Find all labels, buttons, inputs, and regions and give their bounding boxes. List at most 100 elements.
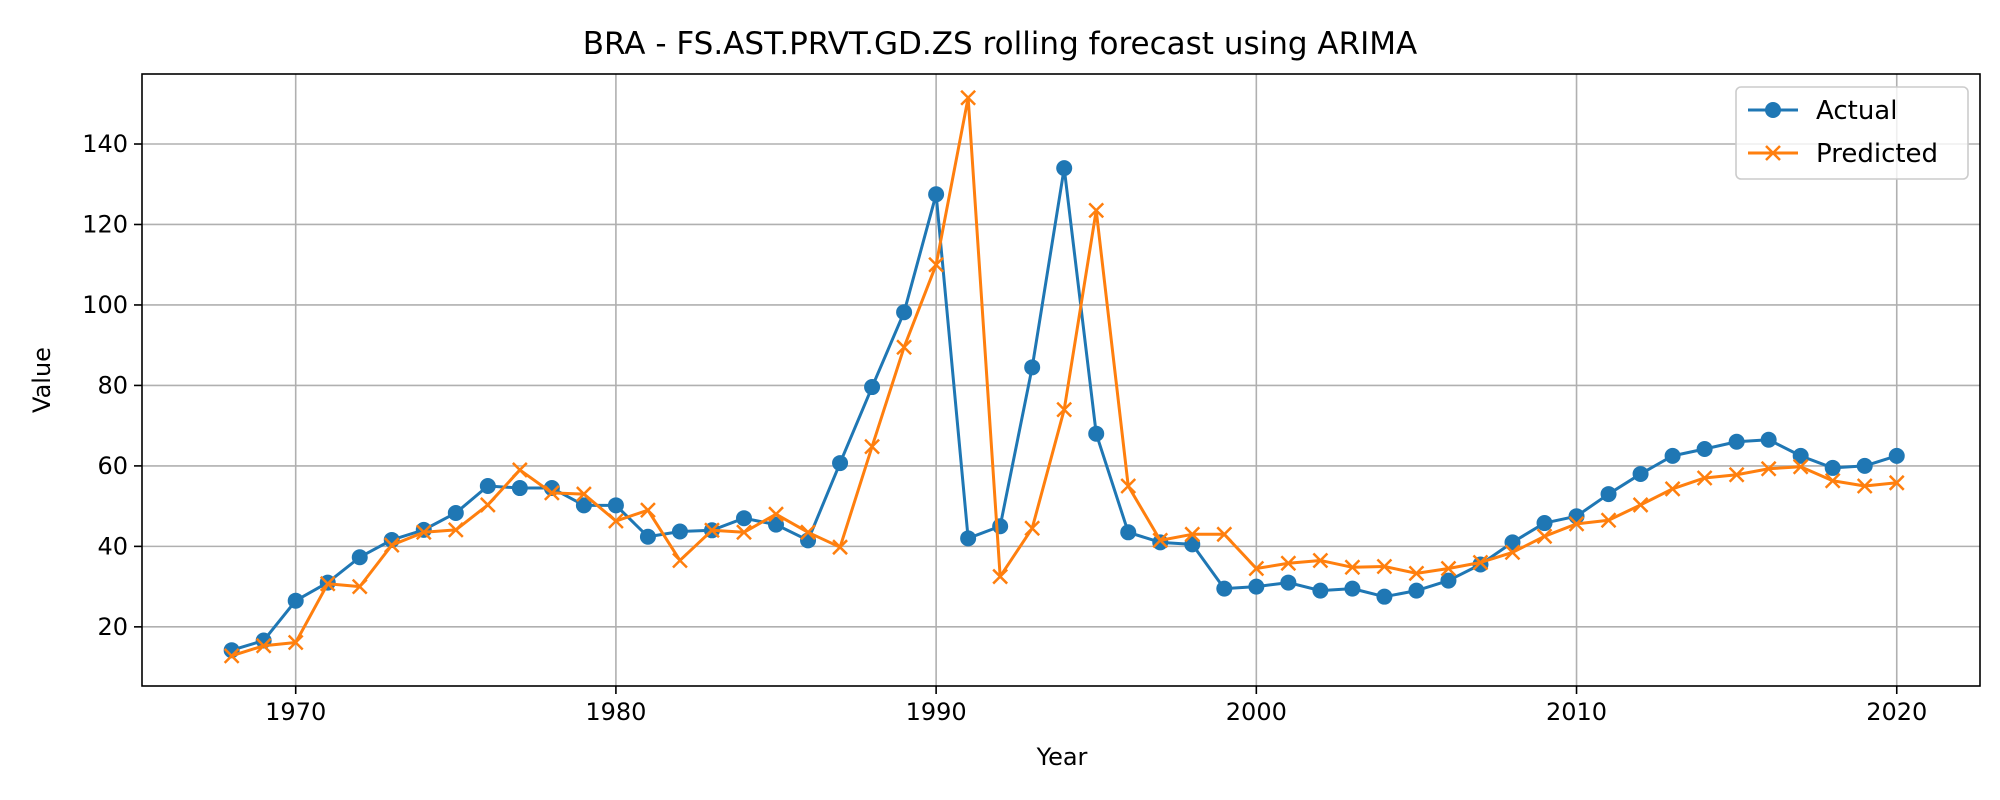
data-point <box>1600 486 1617 503</box>
data-point <box>1312 552 1329 569</box>
data-point <box>351 549 368 566</box>
data-point <box>447 504 464 521</box>
data-point <box>672 552 688 569</box>
data-point <box>1248 578 1265 595</box>
data-point <box>607 497 624 514</box>
y-tick-label: 140 <box>82 130 128 158</box>
data-point <box>1312 582 1329 599</box>
data-point <box>1632 465 1649 482</box>
data-point <box>1536 528 1553 545</box>
series-predicted <box>223 89 1905 664</box>
series-actual <box>223 160 1905 659</box>
data-point <box>768 516 785 533</box>
data-point <box>1696 470 1713 486</box>
data-point <box>479 497 496 513</box>
x-axis-label: Year <box>1036 743 1088 771</box>
y-tick-label: 60 <box>97 452 128 480</box>
data-point <box>735 510 752 527</box>
data-point <box>1184 536 1201 553</box>
y-tick-label: 40 <box>97 532 128 560</box>
data-point <box>1408 582 1425 599</box>
data-point <box>1024 359 1041 376</box>
legend: Actual Predicted <box>1735 86 1969 180</box>
data-point <box>1120 478 1137 494</box>
data-point <box>1152 534 1169 551</box>
data-point <box>543 484 560 501</box>
data-point <box>255 637 272 654</box>
data-point <box>1440 560 1457 577</box>
data-point <box>576 486 592 502</box>
data-point <box>1216 580 1233 597</box>
y-axis-label: Value <box>28 347 56 413</box>
data-point <box>1760 460 1777 477</box>
data-point <box>415 524 432 541</box>
data-point <box>1824 459 1841 476</box>
data-point <box>864 438 880 455</box>
data-point <box>1376 588 1393 605</box>
data-point <box>575 497 592 514</box>
data-point <box>1184 526 1201 543</box>
y-tick-label: 20 <box>97 613 128 641</box>
data-point <box>1408 565 1425 582</box>
data-point <box>1504 534 1521 551</box>
data-point <box>1120 524 1137 541</box>
data-point <box>1856 478 1873 494</box>
plot-frame <box>141 73 1981 687</box>
data-point <box>992 568 1009 585</box>
series-line <box>231 96 1897 658</box>
data-point <box>1824 472 1841 489</box>
data-point <box>608 513 624 529</box>
legend-label: Predicted <box>1816 139 1938 169</box>
data-point <box>704 522 720 539</box>
data-point <box>1088 425 1105 442</box>
data-point <box>479 478 496 495</box>
data-point <box>1280 555 1297 572</box>
data-point <box>1600 512 1617 529</box>
y-axis: 20 40 60 80 100 120 140 <box>82 130 142 641</box>
data-point <box>223 647 240 664</box>
legend-marker <box>1765 102 1781 118</box>
data-point <box>1024 520 1041 537</box>
x-tick-label: 1990 <box>906 698 967 726</box>
data-point <box>960 89 977 106</box>
data-point <box>864 379 881 396</box>
data-point <box>1728 466 1745 483</box>
data-point <box>960 530 977 547</box>
data-point <box>1248 560 1265 577</box>
data-point <box>1376 558 1393 575</box>
data-point <box>1632 497 1649 513</box>
data-point <box>896 339 912 356</box>
x-tick-label: 2020 <box>1866 698 1927 726</box>
y-tick-label: 100 <box>82 291 128 319</box>
data-point <box>671 523 688 540</box>
data-point <box>383 537 400 554</box>
data-point <box>1536 515 1553 532</box>
chart-title: BRA - FS.AST.PRVT.GD.ZS rolling forecast… <box>583 26 1418 62</box>
data-point <box>800 524 816 541</box>
data-point <box>1056 160 1073 177</box>
data-point <box>511 480 528 497</box>
y-tick-label: 120 <box>82 210 128 238</box>
data-point <box>511 462 528 478</box>
data-point <box>832 539 848 556</box>
data-point <box>1664 447 1681 464</box>
legend-item-actual: Actual <box>1748 96 1897 126</box>
data-point <box>1504 544 1521 561</box>
data-point <box>351 578 368 595</box>
data-point <box>832 455 849 472</box>
data-point <box>1792 447 1809 464</box>
data-point <box>1888 447 1905 464</box>
legend-label: Actual <box>1816 96 1897 126</box>
data-point <box>1760 431 1777 448</box>
x-tick-label: 2000 <box>1226 698 1287 726</box>
legend-item-predicted: Predicted <box>1748 139 1938 169</box>
data-point <box>1664 480 1681 497</box>
data-point <box>1888 474 1905 491</box>
x-tick-label: 1980 <box>585 698 646 726</box>
data-point <box>1344 559 1361 576</box>
data-point <box>928 186 945 203</box>
data-point <box>287 592 304 609</box>
legend-marker <box>1765 145 1781 161</box>
data-point <box>1088 202 1105 219</box>
